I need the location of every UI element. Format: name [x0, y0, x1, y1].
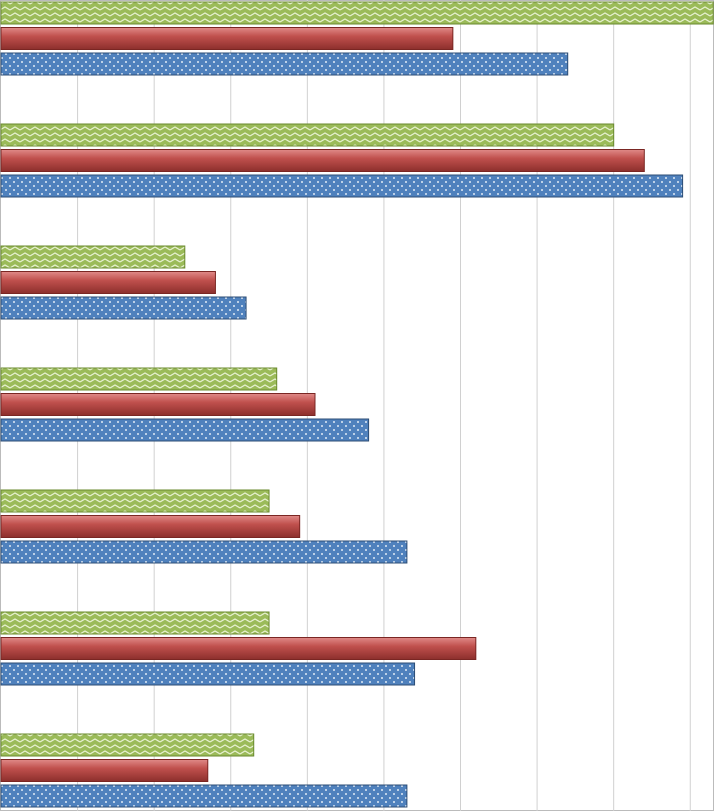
bar — [0, 149, 645, 172]
bar — [0, 245, 186, 269]
bar — [0, 52, 569, 76]
bar — [0, 489, 270, 513]
bar — [0, 515, 301, 538]
bar — [0, 271, 216, 294]
bar — [0, 1, 714, 25]
bar — [0, 784, 408, 808]
bar — [0, 393, 316, 416]
bar — [0, 418, 370, 442]
bar — [0, 540, 408, 564]
bar — [0, 174, 684, 198]
bar — [0, 611, 270, 635]
bar — [0, 367, 278, 391]
bar — [0, 123, 615, 147]
bar — [0, 296, 247, 320]
bar — [0, 27, 454, 50]
bar — [0, 662, 416, 686]
bar — [0, 637, 477, 660]
bar — [0, 759, 209, 782]
bar — [0, 733, 255, 757]
